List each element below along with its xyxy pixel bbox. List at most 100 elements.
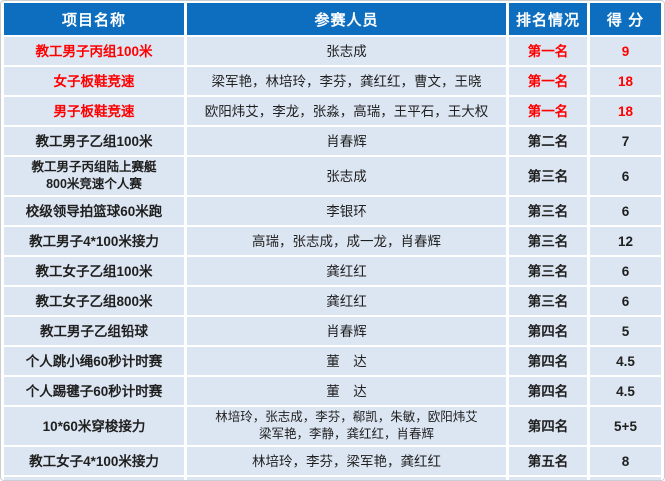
participants-cell-line: 李银环 xyxy=(326,203,367,219)
participants-cell: 林培玲，李芬，梁军艳，龚红红 xyxy=(187,447,506,475)
participants-cell: 林培玲，张志成，李芬，郗凯，朱敏，欧阳炜艾 梁军艳，李静，龚红红，肖春辉 xyxy=(187,407,506,445)
rank-cell-line: 第五名 xyxy=(527,453,569,469)
score-cell-line: 4.5 xyxy=(616,353,635,369)
rank-cell-line: 第一名 xyxy=(527,73,569,89)
score-cell-line: 5+5 xyxy=(614,418,637,434)
participants-cell-line: 肖春辉 xyxy=(326,323,367,339)
participants-cell-line: 董 达 xyxy=(326,353,367,369)
participants-cell: 欧阳炜艾，李龙，张淼，高瑞，王平石，王大权 xyxy=(187,97,506,125)
event-cell: 8人60秒跳大绳 xyxy=(4,477,184,480)
rank-cell: 第三名 xyxy=(509,197,587,225)
table-row: 教工男子丙组100米 张志成 第一名 9 xyxy=(4,37,661,65)
rank-cell: 第一名 xyxy=(509,67,587,95)
event-cell: 教工女子乙组800米 xyxy=(4,287,184,315)
rank-cell: 第一名 xyxy=(509,37,587,65)
event-cell-line: 教工男子乙组铅球 xyxy=(40,323,148,339)
rank-cell: 第三名 xyxy=(509,157,587,195)
col-header-participants: 参赛人员 xyxy=(187,3,506,35)
col-header-score: 得 分 xyxy=(590,3,661,35)
participants-cell-line: 龚红红 xyxy=(326,263,367,279)
participants-cell-line: 龚红红 xyxy=(326,293,367,309)
score-cell: 6 xyxy=(590,197,661,225)
score-cell: 4.5 xyxy=(590,377,661,405)
score-cell-line: 6 xyxy=(621,263,630,279)
rank-cell-line: 第四名 xyxy=(527,353,569,369)
table-row: 男子板鞋竞速 欧阳炜艾，李龙，张淼，高瑞，王平石，王大权 第一名 18 xyxy=(4,97,661,125)
rank-cell: 第三名 xyxy=(509,257,587,285)
event-cell-line: 800米竞速个人赛 xyxy=(46,177,142,191)
event-cell: 男子板鞋竞速 xyxy=(4,97,184,125)
participants-cell: 董 达 xyxy=(187,377,506,405)
participants-cell: 梁军艳，林培玲，李芬，龚红红，曹文，王晓 xyxy=(187,67,506,95)
score-cell: 18 xyxy=(590,97,661,125)
participants-cell-line: 林培玲，李芬，梁军艳，龚红红 xyxy=(252,453,441,469)
score-cell: 3.5+3.5 xyxy=(590,477,661,480)
participants-cell: 李银环 xyxy=(187,197,506,225)
score-cell-line: 9 xyxy=(621,43,630,59)
table-row: 校级领导拍篮球60米跑 李银环 第三名 6 xyxy=(4,197,661,225)
table-row: 教工女子乙组800米 龚红红 第三名 6 xyxy=(4,287,661,315)
col-header-event: 项目名称 xyxy=(4,3,184,35)
score-cell: 6 xyxy=(590,287,661,315)
rank-cell-line: 第一名 xyxy=(527,43,569,59)
participants-cell-line: 梁军艳，李静，龚红红，肖春辉 xyxy=(258,427,434,441)
score-cell: 5 xyxy=(590,317,661,345)
rank-cell: 第五名 xyxy=(509,447,587,475)
rank-cell-line: 第二名 xyxy=(527,133,569,149)
rank-cell: 第二名 xyxy=(509,127,587,155)
event-cell-line: 教工男子乙组100米 xyxy=(35,133,153,149)
participants-cell: 肖春辉 xyxy=(187,317,506,345)
rank-cell: 第四名 xyxy=(509,317,587,345)
event-cell: 10*60米穿梭接力 xyxy=(4,407,184,445)
participants-cell-line: 林培玲，张志成，李芬，郗凯，朱敏，欧阳炜艾 xyxy=(215,410,478,424)
score-cell-line: 5 xyxy=(621,323,630,339)
rank-cell: 第四名 xyxy=(509,347,587,375)
table-row: 8人60秒跳大绳祝忠民，李龙，郗凯，张祯焦佼，龚红红，朱敏，肖春辉第五名3.5+… xyxy=(4,477,661,480)
participants-cell-line: 张志成 xyxy=(326,168,367,184)
participants-cell: 张志成 xyxy=(187,157,506,195)
table-body: 教工男子丙组100米 张志成 第一名 9 女子板鞋竞速 梁军艳，林培玲，李芬，龚红红，曹文… xyxy=(4,37,661,480)
event-cell: 教工男子乙组铅球 xyxy=(4,317,184,345)
score-cell: 7 xyxy=(590,127,661,155)
event-cell: 教工男子4*100米接力 xyxy=(4,227,184,255)
rank-cell: 第三名 xyxy=(509,287,587,315)
table-row: 女子板鞋竞速 梁军艳，林培玲，李芬，龚红红，曹文，王晓 第一名 18 xyxy=(4,67,661,95)
score-cell-line: 6 xyxy=(621,203,630,219)
event-cell: 教工女子乙组100米 xyxy=(4,257,184,285)
event-cell: 教工男子丙组100米 xyxy=(4,37,184,65)
rank-cell: 第一名 xyxy=(509,97,587,125)
event-cell-line: 校级领导拍篮球60米跑 xyxy=(25,203,163,219)
rank-cell: 第五名 xyxy=(509,477,587,480)
participants-cell-line: 梁军艳，林培玲，李芬，龚红红，曹文，王晓 xyxy=(211,73,482,89)
rank-cell-line: 第三名 xyxy=(527,168,569,184)
score-cell: 12 xyxy=(590,227,661,255)
score-cell-line: 6 xyxy=(621,293,630,309)
event-cell: 教工男子丙组陆上赛艇 800米竞速个人赛 xyxy=(4,157,184,195)
score-cell: 6 xyxy=(590,257,661,285)
table-row: 教工男子乙组铅球 肖春辉 第四名 5 xyxy=(4,317,661,345)
event-cell-line: 教工男子4*100米接力 xyxy=(29,233,159,249)
rank-cell-line: 第三名 xyxy=(527,203,569,219)
event-cell-line: 个人踢毽子60秒计时赛 xyxy=(25,383,163,399)
participants-cell-line: 高瑞，张志成，成一龙，肖春辉 xyxy=(252,233,441,249)
score-cell-line: 8 xyxy=(621,453,630,469)
rank-cell: 第三名 xyxy=(509,227,587,255)
event-cell-line: 教工男子丙组陆上赛艇 xyxy=(31,160,157,174)
event-cell: 教工男子乙组100米 xyxy=(4,127,184,155)
event-cell-line: 教工女子乙组800米 xyxy=(35,293,153,309)
rank-cell-line: 第四名 xyxy=(527,323,569,339)
event-cell-line: 教工女子乙组100米 xyxy=(35,263,153,279)
participants-cell-line: 欧阳炜艾，李龙，张淼，高瑞，王平石，王大权 xyxy=(204,103,489,119)
score-cell: 18 xyxy=(590,67,661,95)
event-cell: 个人跳小绳60秒计时赛 xyxy=(4,347,184,375)
participants-cell: 高瑞，张志成，成一龙，肖春辉 xyxy=(187,227,506,255)
score-cell-line: 7 xyxy=(621,133,630,149)
participants-cell: 龚红红 xyxy=(187,287,506,315)
score-cell: 4.5 xyxy=(590,347,661,375)
rank-cell: 第四名 xyxy=(509,377,587,405)
score-cell: 6 xyxy=(590,157,661,195)
score-cell-line: 4.5 xyxy=(616,383,635,399)
rank-cell-line: 第三名 xyxy=(527,233,569,249)
